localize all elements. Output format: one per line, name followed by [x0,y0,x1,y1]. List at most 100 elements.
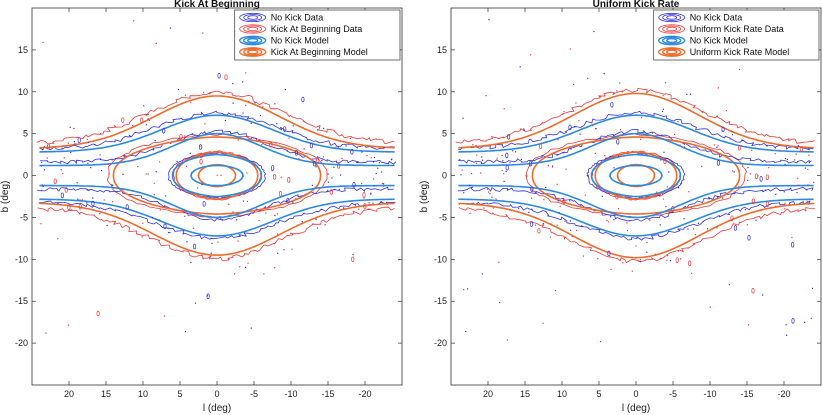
noise-speck [341,157,343,159]
noise-contour [53,178,57,185]
noise-speck [263,273,265,275]
noise-speck [169,27,172,29]
noise-speck [87,141,89,143]
noise-speck [599,341,602,343]
kick-model-contour [458,202,814,259]
noise-contour [278,191,283,197]
noise-contour [121,117,125,123]
noise-speck [102,203,104,205]
no-kick-model-contour [39,198,395,237]
noise-speck [569,48,571,50]
noise-speck [807,168,809,170]
x-tick-label: -20 [358,389,371,399]
noise-speck [556,183,558,185]
noise-speck [204,123,206,125]
noise-speck [276,213,279,215]
noise-speck [721,130,723,132]
noise-speck [77,198,79,200]
noise-speck [60,169,62,171]
noise-speck [57,189,59,191]
noise-speck [196,187,199,189]
noise-speck [190,261,192,264]
noise-contour [610,101,614,108]
chart-panel-1: 20 15 10 5 0 -5 -10 -15 -20 15 10 5 0 -5 -10 -15 -20 Kick… [0,0,403,414]
x-tick-label: 0 [214,389,219,399]
legend-symbol-ring [662,25,682,33]
noise-speck [717,87,719,89]
noise-speck [565,168,567,170]
noise-speck [716,227,718,229]
noise-contour [77,137,81,143]
noise-speck [679,144,681,146]
legend-symbol-ring [662,36,682,45]
noise-contour [217,73,221,79]
noise-speck [670,260,672,262]
noise-speck [604,155,606,157]
noise-speck [177,88,180,91]
noise-speck [725,110,727,112]
noise-speck [107,163,109,166]
kick-data-contour [37,206,395,261]
x-tick-label: 15 [101,389,111,399]
noise-speck [774,153,776,155]
noise-contour [539,143,543,149]
noise-speck [806,200,808,202]
noise-speck [716,146,718,148]
noise-speck [322,156,324,158]
noise-speck [603,73,605,75]
noise-speck [242,81,244,83]
noise-contour [765,201,769,207]
noise-speck [666,259,668,261]
noise-speck [184,135,186,137]
noise-speck [755,219,757,221]
noise-speck [46,157,48,159]
noise-contour [316,157,320,164]
noise-speck [202,32,204,34]
noise-speck [810,317,812,320]
noise-speck [99,133,102,135]
no-kick-data-contour [457,186,814,222]
noise-speck [683,218,685,220]
noise-speck [275,142,277,144]
noise-speck [495,198,497,200]
noise-speck [775,193,777,195]
noise-speck [798,184,800,186]
y-tick-label: 0 [23,171,28,181]
legend-symbol-ring [658,35,686,46]
noise-speck [677,187,680,189]
noise-speck [79,199,81,201]
no-kick-model-contour [458,132,814,167]
noise-speck [277,233,279,235]
noise-speck [518,207,520,209]
y-tick-label: 10 [18,87,28,97]
legend-entry: No Kick Model [271,36,329,46]
noise-speck [168,232,170,234]
noise-speck [509,162,511,164]
noise-speck [375,173,377,175]
noise-speck [133,20,135,22]
noise-speck [73,141,75,143]
noise-speck [692,228,695,230]
legend-symbol-ring [243,25,263,33]
noise-speck [640,138,642,140]
kick-model-contour [458,92,814,149]
legend-symbol-ring [658,12,686,23]
noise-speck [618,208,620,210]
noise-speck [207,295,209,297]
noise-speck [260,228,262,230]
noise-speck [595,127,597,130]
noise-speck [179,189,182,191]
noise-speck [94,143,96,146]
noise-speck [70,151,72,154]
noise-speck [368,202,370,204]
noise-speck [808,154,810,156]
no-kick-data-contour [38,200,396,240]
noise-speck [505,170,507,173]
noise-speck [292,201,294,203]
legend-symbol [658,24,686,34]
noise-contour [192,243,197,250]
noise-speck [298,158,300,160]
noise-speck [316,227,319,229]
legend-entry: Uniform Kick Rate Model [690,47,790,57]
